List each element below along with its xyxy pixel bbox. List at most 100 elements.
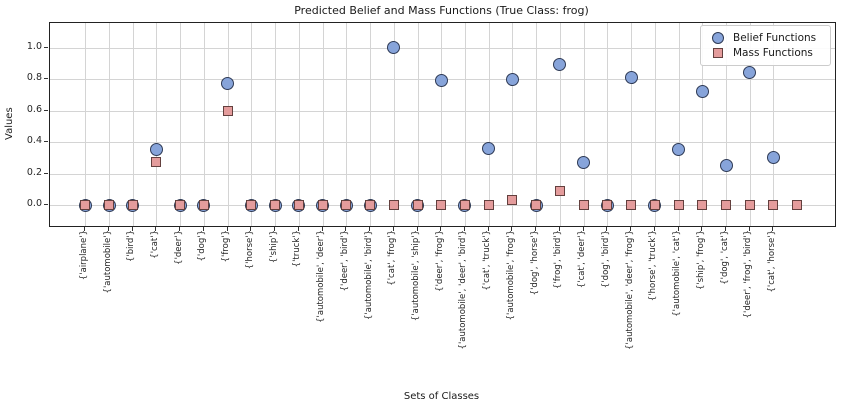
- x-tick-label: {'cat', 'frog'}: [387, 230, 398, 286]
- x-tick-label: {'dog', 'cat'}: [719, 230, 730, 285]
- x-tick-mark: [487, 226, 489, 231]
- belief-point: [695, 85, 709, 99]
- x-tick-label: {'dog'}: [197, 230, 208, 262]
- x-tick-mark: [653, 226, 655, 231]
- x-tick-mark: [558, 226, 560, 231]
- x-tick-mark: [274, 226, 276, 231]
- y-gridline: [50, 47, 835, 49]
- x-tick-label: {'deer', 'frog'}: [434, 230, 445, 292]
- x-tick-label: {'automobile', 'deer'}: [316, 230, 327, 323]
- mass-point: [436, 200, 447, 210]
- x-tick-mark: [630, 226, 632, 231]
- y-tick-mark: [43, 204, 48, 205]
- mass-point: [483, 200, 494, 210]
- x-gridline: [631, 23, 633, 226]
- x-gridline: [203, 23, 205, 226]
- x-tick-label: {'dog', 'horse'}: [529, 230, 540, 296]
- legend-row-mass: Mass Functions: [708, 45, 823, 60]
- mass-point: [531, 200, 542, 210]
- x-gridline: [251, 23, 253, 226]
- y-gridline: [50, 142, 835, 143]
- y-tick-mark: [43, 141, 48, 142]
- x-gridline: [678, 23, 680, 226]
- x-tick-label: {'automobile'}: [102, 230, 113, 294]
- legend-row-belief: Belief Functions: [708, 30, 823, 45]
- mass-point: [673, 200, 684, 210]
- x-tick-label: {'cat', 'deer'}: [577, 230, 588, 289]
- y-tick-mark: [43, 46, 48, 48]
- mass-point: [697, 200, 708, 210]
- x-tick-mark: [179, 226, 181, 231]
- mass-point: [198, 200, 209, 210]
- x-tick-mark: [369, 226, 371, 231]
- x-tick-label: {'bird'}: [126, 230, 137, 262]
- mass-point: [578, 200, 589, 210]
- mass-point: [151, 157, 162, 168]
- mass-point: [768, 200, 779, 210]
- x-gridline: [393, 23, 395, 226]
- x-tick-label: {'deer'}: [173, 230, 184, 265]
- mass-point: [744, 200, 755, 210]
- x-tick-mark: [392, 226, 394, 231]
- x-gridline: [370, 23, 372, 226]
- x-axis-label: Sets of Classes: [403, 391, 480, 402]
- belief-point: [766, 151, 780, 165]
- x-tick-label: {'frog'}: [221, 230, 232, 263]
- x-tick-label: {'truck'}: [292, 230, 303, 268]
- mass-point: [104, 200, 115, 210]
- x-tick-mark: [155, 226, 157, 231]
- x-tick-mark: [108, 226, 110, 231]
- x-gridline: [607, 23, 609, 226]
- mass-point: [317, 200, 328, 210]
- belief-circle-icon: [712, 31, 724, 44]
- x-tick-mark: [748, 226, 750, 231]
- x-tick-label: {'deer', 'bird'}: [339, 230, 350, 292]
- belief-point: [482, 141, 496, 155]
- belief-point: [553, 58, 567, 72]
- x-gridline: [559, 23, 561, 226]
- x-tick-mark: [416, 226, 418, 231]
- x-tick-mark: [202, 226, 204, 231]
- x-tick-label: {'automobile', 'ship'}: [411, 230, 422, 322]
- mass-point: [649, 200, 660, 210]
- y-tick-label: 0.8: [26, 72, 42, 83]
- mass-point: [341, 200, 352, 210]
- x-tick-mark: [725, 226, 726, 231]
- x-gridline: [464, 23, 466, 226]
- x-gridline: [536, 23, 538, 226]
- chart-title: Predicted Belief and Mass Functions (Tru…: [294, 4, 589, 17]
- x-gridline: [227, 23, 229, 226]
- x-tick-label: {'cat', 'truck'}: [482, 230, 493, 291]
- belief-point: [387, 41, 401, 54]
- belief-point: [672, 143, 686, 157]
- legend-label-mass: Mass Functions: [733, 46, 813, 59]
- x-tick-mark: [297, 226, 299, 231]
- x-gridline: [109, 23, 111, 226]
- x-tick-mark: [511, 226, 513, 231]
- x-gridline: [773, 23, 775, 226]
- x-tick-mark: [226, 226, 228, 231]
- mass-point: [246, 200, 257, 210]
- belief-point: [577, 155, 591, 169]
- x-gridline: [156, 23, 158, 226]
- belief-point: [221, 77, 235, 91]
- mass-point: [127, 200, 138, 210]
- mass-point: [175, 200, 186, 210]
- x-tick-mark: [440, 226, 442, 231]
- x-tick-label: {'automobile', 'bird'}: [363, 230, 374, 321]
- mass-point: [554, 185, 565, 196]
- x-tick-mark: [131, 226, 133, 231]
- x-tick-label: {'frog', 'bird'}: [553, 230, 564, 289]
- legend-label-belief: Belief Functions: [733, 31, 817, 44]
- y-tick-mark: [43, 78, 48, 79]
- x-tick-label: {'ship'}: [268, 230, 279, 264]
- x-gridline: [275, 23, 277, 226]
- mass-point: [388, 200, 399, 210]
- mass-square-icon: [713, 47, 723, 58]
- mass-point: [365, 200, 376, 210]
- mass-point: [270, 200, 281, 210]
- y-tick-label: 0.6: [26, 103, 42, 115]
- x-tick-label: {'horse'}: [244, 230, 255, 270]
- x-tick-mark: [535, 226, 537, 231]
